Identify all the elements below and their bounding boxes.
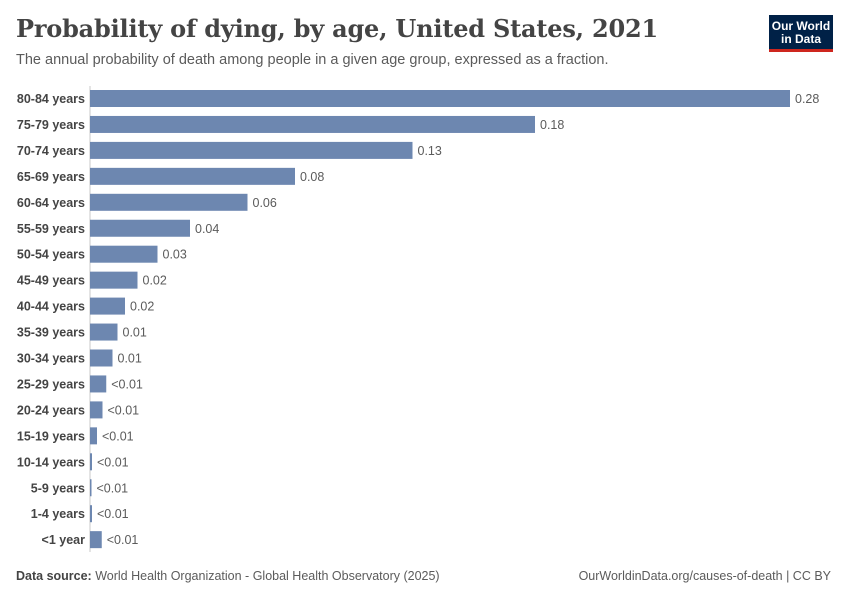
data-source: Data source: World Health Organization -… (16, 569, 440, 583)
value-label: <0.01 (107, 533, 139, 547)
value-label: <0.01 (97, 481, 129, 495)
bar[interactable] (90, 245, 158, 263)
value-label: 0.08 (300, 170, 324, 184)
value-label: <0.01 (97, 507, 129, 521)
category-label: 20-24 years (17, 403, 85, 417)
value-label: <0.01 (97, 455, 129, 469)
data-source-label: Data source: (16, 569, 92, 583)
bar[interactable] (90, 505, 92, 523)
value-label: 0.02 (143, 274, 167, 288)
bar[interactable] (90, 323, 118, 341)
value-label: 0.13 (418, 144, 442, 158)
footer-url[interactable]: OurWorldinData.org/causes-of-death | CC … (578, 569, 831, 583)
bar-chart: 80-84 years 0.28 75-79 years 0.18 70-74 year… (17, 86, 819, 552)
value-label: 0.04 (195, 222, 219, 236)
bar[interactable] (90, 219, 190, 237)
category-label: 10-14 years (17, 455, 85, 469)
value-label: 0.03 (163, 248, 187, 262)
category-label: 30-34 years (17, 352, 85, 366)
category-label: 65-69 years (17, 170, 85, 184)
bar[interactable] (90, 297, 125, 315)
bar[interactable] (90, 427, 97, 445)
value-label: 0.18 (540, 118, 564, 132)
chart-title: Probability of dying, by age, United Sta… (16, 14, 658, 43)
category-label: 55-59 years (17, 222, 85, 236)
category-label: <1 year (42, 533, 86, 547)
bar[interactable] (90, 193, 248, 211)
logo-line-2: in Data (780, 32, 821, 46)
bar[interactable] (90, 271, 138, 289)
category-label: 1-4 years (31, 507, 85, 521)
data-source-link[interactable]: World Health Organization - Global Healt… (95, 569, 440, 583)
value-label: 0.01 (123, 326, 147, 340)
category-label: 80-84 years (17, 92, 85, 106)
logo-line-1: Our World (771, 19, 831, 33)
category-label: 45-49 years (17, 274, 85, 288)
category-label: 60-64 years (17, 196, 85, 210)
bar[interactable] (90, 479, 92, 497)
category-label: 40-44 years (17, 300, 85, 314)
bar[interactable] (90, 375, 107, 393)
category-label: 75-79 years (17, 118, 85, 132)
bar[interactable] (90, 167, 295, 185)
category-label: 15-19 years (17, 429, 85, 443)
value-label: <0.01 (102, 429, 134, 443)
value-label: <0.01 (111, 377, 143, 391)
category-label: 25-29 years (17, 377, 85, 391)
bar[interactable] (90, 90, 790, 107)
bar[interactable] (90, 141, 413, 159)
category-label: 35-39 years (17, 326, 85, 340)
bar[interactable] (90, 453, 92, 471)
category-label: 50-54 years (17, 248, 85, 262)
owid-logo[interactable]: Our World in Data (769, 15, 833, 52)
value-label: 0.06 (253, 196, 277, 210)
value-label: <0.01 (108, 403, 140, 417)
chart-subtitle: The annual probability of death among pe… (16, 52, 609, 68)
category-label: 70-74 years (17, 144, 85, 158)
bar[interactable] (90, 349, 113, 367)
bar[interactable] (90, 115, 535, 133)
bar[interactable] (90, 531, 102, 549)
value-label: 0.28 (795, 92, 819, 106)
bar[interactable] (90, 401, 103, 419)
value-label: 0.01 (118, 352, 142, 366)
value-label: 0.02 (130, 300, 154, 314)
category-label: 5-9 years (31, 481, 85, 495)
